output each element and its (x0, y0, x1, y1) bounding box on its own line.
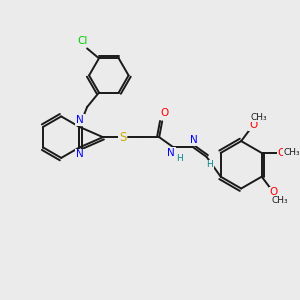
Text: N: N (167, 148, 175, 158)
Text: S: S (119, 131, 126, 144)
Text: N: N (76, 149, 84, 159)
Text: O: O (249, 120, 257, 130)
Text: O: O (277, 148, 286, 158)
Text: O: O (160, 109, 168, 118)
Text: N: N (190, 135, 198, 145)
Text: H: H (177, 154, 183, 164)
Text: H: H (206, 160, 213, 169)
Text: O: O (269, 188, 278, 197)
Text: N: N (76, 115, 84, 125)
Text: CH₃: CH₃ (283, 148, 300, 158)
Text: Cl: Cl (77, 35, 87, 46)
Text: CH₃: CH₃ (250, 113, 267, 122)
Text: CH₃: CH₃ (271, 196, 288, 205)
